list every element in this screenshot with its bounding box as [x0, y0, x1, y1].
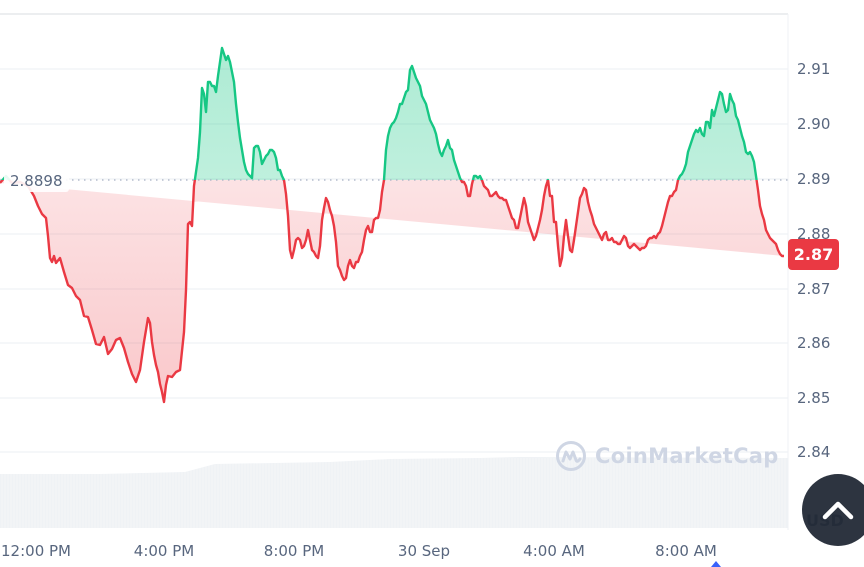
watermark-text: CoinMarketCap: [595, 444, 779, 468]
y-tick-label: 2.86: [797, 334, 831, 352]
scroll-to-top-button[interactable]: [802, 474, 864, 546]
x-tick-label: 4:00 PM: [133, 542, 195, 560]
plot-frame: [0, 13, 789, 530]
y-tick-label: 2.91: [797, 60, 831, 78]
chevron-up-icon: [822, 501, 854, 520]
time-cursor-marker: [711, 561, 721, 567]
x-tick-label: 8:00 PM: [263, 542, 325, 560]
y-tick-label: 2.88: [797, 225, 831, 243]
x-tick-label: 4:00 AM: [523, 542, 585, 560]
coinmarketcap-logo-icon: [556, 441, 586, 471]
y-tick-label: 2.84: [797, 443, 831, 461]
x-tick-label: 8:00 AM: [655, 542, 717, 560]
current-price-tag: 2.87: [788, 239, 839, 270]
y-tick-label: 2.85: [797, 389, 831, 407]
x-tick-label: 12:00 PM: [1, 542, 71, 560]
y-tick-label: 2.89: [797, 170, 831, 188]
x-tick-label: 30 Sep: [397, 542, 451, 560]
y-tick-label: 2.90: [797, 115, 831, 133]
baseline-price-label: 2.8898: [4, 170, 69, 192]
coinmarketcap-watermark: CoinMarketCap: [555, 440, 779, 472]
y-tick-label: 2.87: [797, 280, 831, 298]
price-line: [0, 46, 784, 404]
volume-bars: [0, 457, 788, 528]
price-area-fill: [0, 48, 784, 402]
